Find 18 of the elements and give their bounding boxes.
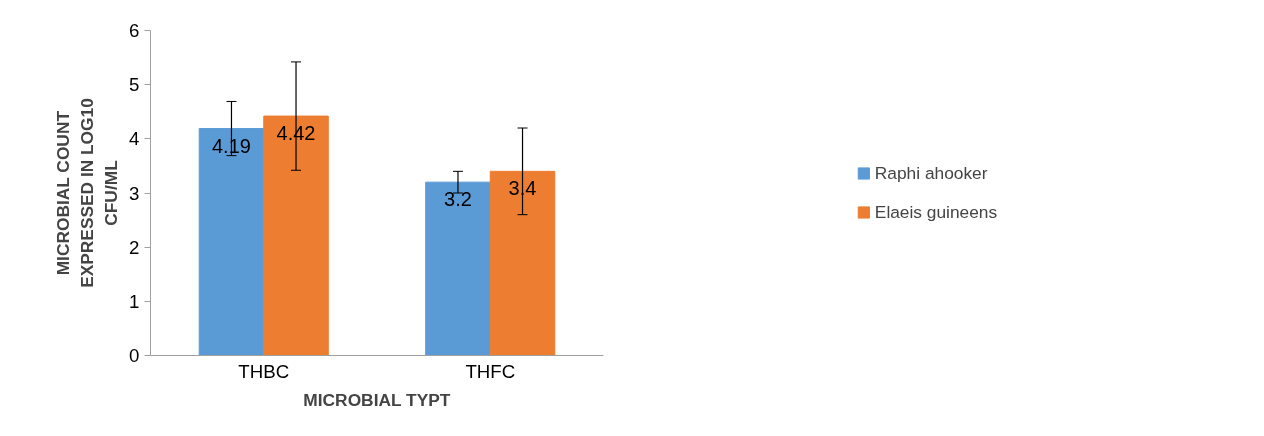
bar [425,181,491,356]
y-axis-title: MICROBIAL COUNT EXPRESSED IN LOG10 CFU/ML [53,98,122,288]
x-tick-label: THBC [238,360,290,382]
legend-label: Elaeis guineens [874,201,998,223]
x-tick-label: THFC [465,360,516,382]
y-tick-label: 3 [129,182,140,204]
y-tick-label: 6 [129,20,140,41]
y-tick-label: 5 [129,74,140,96]
y-tick-label: 1 [129,290,140,312]
bar [489,170,556,356]
y-tick-label: 0 [129,345,140,366]
y-tick-label: 4 [129,128,140,150]
y-tick-label: 2 [129,236,140,258]
legend-label: Raphi ahooker [874,162,988,184]
bar [263,115,329,356]
x-axis-title: MICROBIAL TYPT [303,389,451,410]
data-label: 3.2 [444,188,472,211]
bar [198,128,265,356]
